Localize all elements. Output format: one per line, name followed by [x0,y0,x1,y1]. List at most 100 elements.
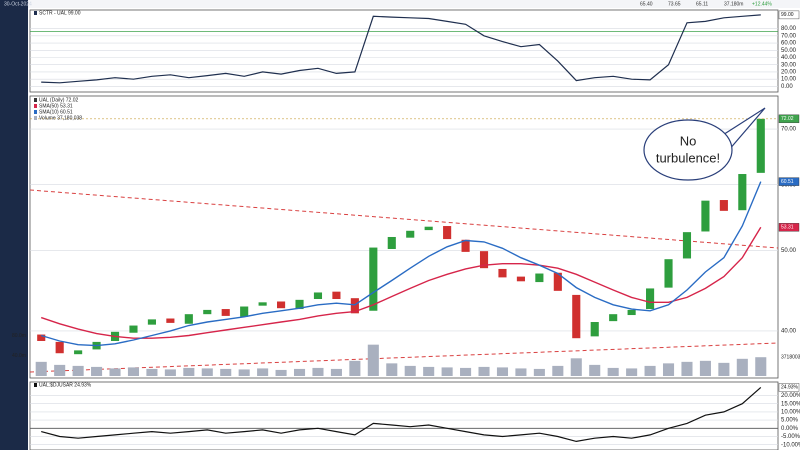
y-tick-label: -10.00% [781,442,800,448]
header-bar [28,0,800,8]
trendline [29,189,779,249]
last-value-label: 53.31 [781,225,794,231]
y-tick-label: 50.00 [781,48,797,54]
candle-body [443,226,452,240]
panel-frame [29,9,779,93]
candle-body [203,309,212,315]
legend-text: Volume 37,180,038 [39,115,82,121]
y-tick-label: 80.0m [12,333,26,339]
candle-body [387,236,396,249]
legend-swatch [34,98,37,102]
candle-body [369,247,378,311]
y-tick-label: 0.00 [781,84,793,90]
candle-body [240,306,249,317]
volume-bar [736,358,748,376]
last-value-marker [778,114,800,124]
candle-body [55,341,64,354]
y-tick-label: 5.00% [781,418,799,424]
candle-body [221,309,230,316]
volume-bar [607,367,619,376]
legend-text: UAL (Daily) 72.02 [39,97,78,103]
volume-bar [275,369,287,376]
candle-body [479,251,489,269]
candle-body [184,314,193,324]
volume-bar [755,357,767,376]
candle-body [756,118,765,173]
volume-bar [54,364,66,376]
last-value-label: 72.02 [781,116,794,122]
last-value-label: 99.00 [781,12,794,18]
volume-bar [681,361,693,376]
volume-bar [496,367,509,376]
line-series [41,14,761,84]
volume-bar [109,368,121,376]
volume-bar [460,367,472,376]
y-tick-label: 20.00 [781,70,797,76]
candle-body [295,299,304,310]
volume-bar [349,360,361,376]
candle-body [609,314,618,322]
volume-bar [293,368,306,376]
candle-body [37,334,46,341]
y-tick-label: 70.00 [781,33,797,39]
volume-bar [72,365,84,376]
line-series [41,386,762,443]
panel-frame [29,381,779,450]
legend-text: UAL:$DJUSAR 24.93% [39,382,92,388]
callout: No turbulence! [643,107,766,181]
volume-bar [220,368,232,376]
header-quote: 73.65 [668,1,681,7]
volume-bar [257,368,269,376]
volume-bar [367,344,379,376]
candle-body [738,174,747,211]
volume-bar [423,366,435,376]
candle-body [664,259,673,288]
y-tick-label: 40.0m [12,353,26,359]
volume-bar [644,365,656,376]
legend-text: SMA(10) 60.51 [39,109,73,115]
volume-bar [570,358,582,376]
legend-text: SMA(50) 53.31 [39,103,73,109]
candle-body [553,272,562,291]
volume-bar [146,368,158,376]
y-tick-label: 10.00 [781,77,797,83]
candle-body [166,318,175,323]
candle-body [646,288,655,310]
last-value-marker [778,177,800,186]
sma-line [40,226,762,339]
y-tick-label: 70.00 [781,127,797,133]
y-tick-label: 10.00% [781,409,800,415]
y-tick-label: 20.00% [781,393,800,399]
volume-bar [127,367,140,376]
volume-bar [91,366,103,376]
volume-bar [718,362,730,376]
y-tick-label: 50.00 [781,248,797,254]
candle-body [682,232,692,259]
y-tick-label: 40.00 [781,328,797,334]
last-value-marker [778,10,800,20]
last-value-marker [778,223,800,232]
left-border [0,0,28,450]
y-tick-label: -5.00% [781,434,800,440]
volume-bar [478,366,490,376]
volume-bar [699,360,711,376]
header-quote: +12.44% [752,1,772,7]
legend-swatch [34,383,37,387]
candle-body [719,200,728,211]
y-tick-label: 60.00 [781,41,797,47]
candle-body [350,298,359,314]
candle-body [535,273,544,283]
volume-bar [533,368,545,376]
candle-body [258,302,267,306]
candle-body [332,291,341,300]
legend-swatch [34,110,37,114]
volume-bar [626,368,638,376]
volume-bar [312,367,324,376]
y-tick-label: 80.00 [781,26,797,32]
candle-body [701,200,710,232]
volume-bar [35,361,47,376]
legend-text: SCTR - UAL 99.00 [39,10,81,16]
volume-bar [589,364,601,376]
candle-body [129,325,138,333]
